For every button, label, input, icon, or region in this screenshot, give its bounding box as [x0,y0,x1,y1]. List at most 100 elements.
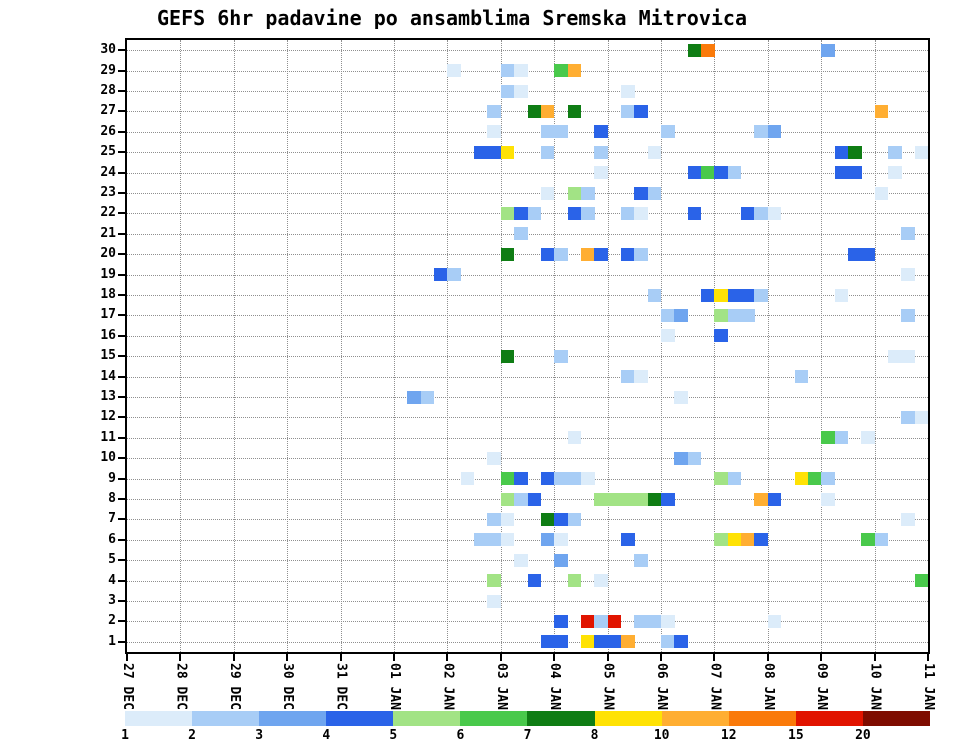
heatmap-cell [714,329,729,343]
heatmap-cell [647,614,662,628]
colorbar-label: 6 [456,728,465,742]
heatmap-cell [834,166,849,180]
colorbar-segment [326,711,394,726]
y-axis-label: 26 [100,123,116,139]
y-axis-tick [118,579,125,582]
heatmap-cell [687,43,702,57]
gridline-vertical [287,40,289,652]
heatmap-cell [527,492,542,506]
gridline-horizontal [127,50,928,52]
heatmap-cell [554,553,568,567]
heatmap-cell [714,166,729,180]
heatmap-cell [500,533,515,547]
heatmap-cell [754,288,769,302]
colorbar-segment [594,711,662,726]
heatmap-cell [567,472,582,486]
heatmap-cell [620,370,635,384]
heatmap-cell [500,472,515,486]
heatmap-cell [634,206,648,220]
y-axis-label: 19 [100,266,116,282]
x-axis-tick [873,654,876,661]
gridline-horizontal [127,641,928,643]
y-axis-label: 23 [100,185,116,200]
heatmap-cell [540,125,555,139]
heatmap-cell [901,268,915,282]
heatmap-cell [407,390,421,404]
colorbar-label: 3 [255,728,264,742]
gridline-horizontal [127,172,928,174]
heatmap-cell [487,125,502,139]
heatmap-cell [647,186,662,200]
heatmap-cell-layer [127,40,929,652]
heatmap-cell [594,247,608,261]
heatmap-cell [620,84,635,98]
y-axis-tick [118,110,125,113]
heatmap-cell [821,43,835,57]
heatmap-cell [620,533,635,547]
x-axis-tick [713,654,716,661]
gridline-horizontal [127,152,928,154]
x-axis-label: 28 DEC [173,663,189,710]
heatmap-cell [887,145,902,159]
y-axis-tick [118,457,125,460]
heatmap-cell [554,533,568,547]
heatmap-cell [527,574,542,588]
heatmap-cell [514,206,528,220]
y-axis-tick [118,232,125,235]
y-axis-label: 21 [100,225,116,241]
heatmap-cell [767,125,782,139]
chart-title: GEFS 6hr padavine po ansamblima Sremska … [157,6,748,30]
heatmap-cell [741,288,755,302]
heatmap-cell [567,574,582,588]
heatmap-cell [620,635,635,649]
heatmap-cell [834,288,849,302]
gridline-vertical [661,40,662,652]
heatmap-cell [620,206,635,220]
y-axis-label: 2 [108,613,116,629]
heatmap-cell [847,247,862,261]
heatmap-cell [727,166,742,180]
gridline-horizontal [127,193,928,194]
heatmap-cell [620,492,635,506]
heatmap-cell [580,186,595,200]
heatmap-cell [887,349,902,363]
gridline-vertical [767,40,769,652]
x-axis-tick [766,654,769,661]
heatmap-cell [594,166,608,180]
heatmap-cell [714,288,729,302]
gridline-horizontal [127,458,928,460]
colorbar-segment [862,711,930,726]
x-axis-tick [232,654,235,661]
x-axis-tick [927,654,929,661]
heatmap-cell [554,125,568,139]
y-axis-label: 7 [108,511,116,527]
y-axis-label: 28 [100,83,116,98]
heatmap-cell [674,308,688,322]
heatmap-cell [861,247,875,261]
heatmap-cell [447,268,462,282]
y-axis-tick [118,171,125,174]
heatmap-cell [634,370,648,384]
y-axis-tick [118,273,125,276]
heatmap-cell [500,512,515,526]
heatmap-cell [474,145,488,159]
y-axis-tick [118,253,125,256]
gridline-vertical [874,40,876,652]
heatmap-cell [647,288,662,302]
heatmap-cell [567,104,582,118]
heatmap-cell [474,533,488,547]
x-axis-label: 08 JAN [760,663,776,710]
heatmap-cell [794,472,809,486]
heatmap-cell [420,390,435,404]
heatmap-cell [847,145,862,159]
x-axis-label: 02 JAN [440,663,456,710]
heatmap-cell [500,64,515,78]
heatmap-cell [874,533,889,547]
heatmap-cell [567,206,582,220]
gridline-horizontal [127,376,928,378]
gridline-vertical [500,40,502,652]
heatmap-cell [754,533,769,547]
x-axis-tick [606,654,609,661]
heatmap-cell [687,451,702,465]
